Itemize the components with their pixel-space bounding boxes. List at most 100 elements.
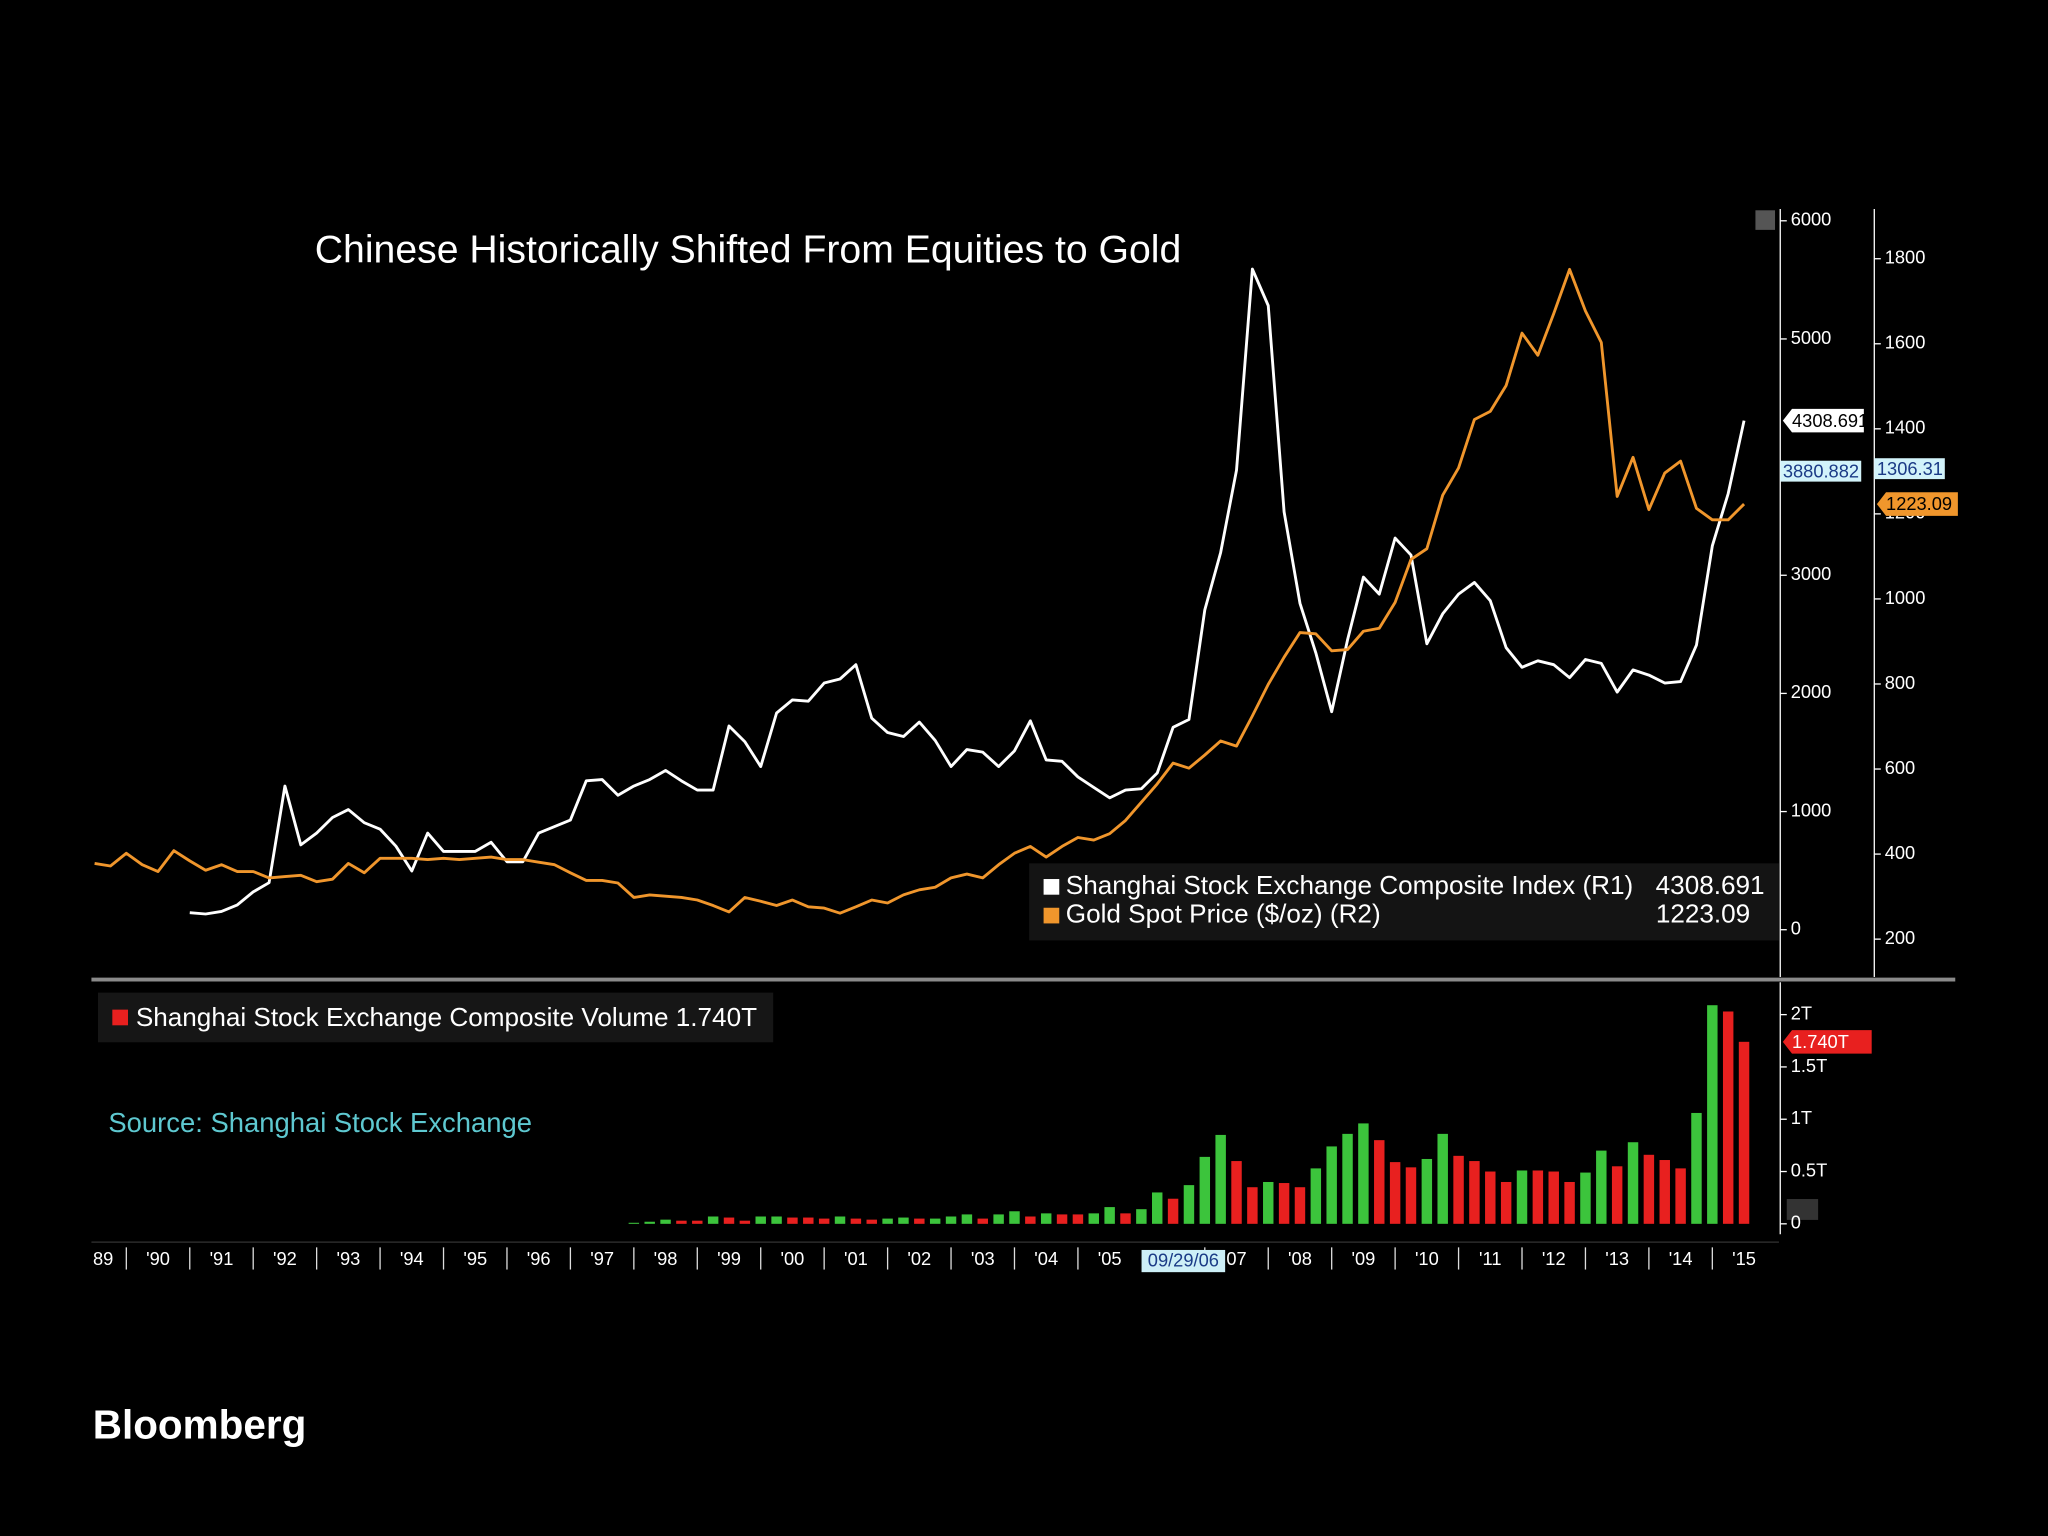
brand-logo: Bloomberg xyxy=(93,1401,307,1447)
volume-bar xyxy=(1469,1161,1480,1224)
volume-bar xyxy=(1231,1161,1242,1224)
x-tick-label: '99 xyxy=(717,1248,741,1269)
volume-bar xyxy=(818,1218,830,1224)
volume-bar xyxy=(1263,1181,1274,1224)
volume-bar xyxy=(1056,1214,1068,1224)
volume-bar xyxy=(1580,1172,1591,1224)
volume-y-tick-label: 1T xyxy=(1791,1107,1812,1128)
legend-name: Shanghai Stock Exchange Composite Volume xyxy=(136,1002,669,1032)
volume-bar xyxy=(1278,1183,1290,1224)
volume-y-tick-label: 0 xyxy=(1791,1212,1801,1233)
volume-bar xyxy=(1374,1140,1385,1224)
x-tick-label: '03 xyxy=(971,1248,995,1269)
lines-layer xyxy=(94,267,1746,916)
volume-bar xyxy=(755,1216,766,1224)
x-tick-label: 89 xyxy=(93,1248,113,1269)
volume-bar xyxy=(1564,1181,1575,1224)
volume-bar xyxy=(1025,1216,1036,1224)
x-tick-label: '15 xyxy=(1732,1248,1756,1269)
legend-box xyxy=(97,992,774,1043)
y-tick-label: 5000 xyxy=(1791,327,1832,348)
legend-value: 4308.691 xyxy=(1656,870,1765,900)
y2-tick-label: 200 xyxy=(1885,927,1915,948)
x-tick-label: '95 xyxy=(463,1248,487,1269)
y2-tick-label: 1800 xyxy=(1885,247,1926,268)
legend-label: Shanghai Stock Exchange Composite Volume… xyxy=(136,1002,757,1032)
marker-flag-box xyxy=(1874,458,1945,480)
volume-bar xyxy=(1500,1181,1512,1224)
volume-bar xyxy=(993,1214,1004,1224)
volume-bar xyxy=(1199,1156,1211,1224)
x-tick-label: '09 xyxy=(1351,1248,1375,1269)
legend-box xyxy=(1029,863,1779,941)
volume-bar xyxy=(771,1216,782,1224)
y2-tick-label: 1000 xyxy=(1885,587,1926,608)
last-volume-flag-box xyxy=(1782,1030,1872,1054)
x-tick-label: '05 xyxy=(1098,1248,1122,1269)
volume-bar xyxy=(1453,1155,1464,1224)
volume-bar xyxy=(1247,1187,1258,1224)
volume-bar xyxy=(628,1222,640,1224)
volume-bar xyxy=(929,1218,941,1224)
marker-flag: 3880.882 xyxy=(1783,460,1859,481)
source-note: Source: Shanghai Stock Exchange xyxy=(108,1107,532,1138)
volume-bar xyxy=(707,1216,719,1224)
x-tick-label: '08 xyxy=(1288,1248,1312,1269)
last-value-flag: 4308.691 xyxy=(1792,410,1868,431)
y-tick-label: 0 xyxy=(1791,918,1801,939)
y2-tick-label: 1400 xyxy=(1885,417,1926,438)
volume-bar xyxy=(898,1217,909,1224)
y2-tick-label: 600 xyxy=(1885,757,1915,778)
scroll-icon xyxy=(1755,210,1776,230)
volume-bar xyxy=(961,1214,973,1224)
volume-bar xyxy=(1691,1112,1702,1224)
x-tick-label: '91 xyxy=(210,1248,234,1269)
x-tick-label: '96 xyxy=(527,1248,551,1269)
legend-value: 1.740T xyxy=(676,1002,757,1032)
cursor-date-box xyxy=(1141,1249,1226,1273)
x-tick-label: '02 xyxy=(907,1248,931,1269)
legend-swatch xyxy=(1043,907,1060,924)
chart-title: Chinese Historically Shifted From Equiti… xyxy=(315,228,1182,271)
x-tick-label: '10 xyxy=(1415,1248,1439,1269)
y-tick-label: 3000 xyxy=(1791,563,1832,584)
last-value-flag: 1223.09 xyxy=(1886,493,1952,514)
last-value-flag-box xyxy=(1876,492,1958,516)
x-tick-label: 07 xyxy=(1226,1248,1246,1269)
y2-tick-label: 800 xyxy=(1885,672,1915,693)
marker-flag-box xyxy=(1780,460,1862,482)
volume-bar xyxy=(882,1218,893,1224)
volume-bar xyxy=(1072,1214,1084,1224)
volume-bar xyxy=(1421,1158,1433,1224)
last-value-flag-box xyxy=(1782,408,1864,433)
last-volume-flag: 1.740T xyxy=(1792,1031,1849,1052)
legend-swatch xyxy=(112,1009,128,1026)
volume-bar xyxy=(1516,1170,1528,1224)
volume-y-tick-label: 2T xyxy=(1791,1002,1812,1023)
volume-bar xyxy=(1294,1187,1306,1224)
x-tick-label: '97 xyxy=(590,1248,614,1269)
volume-bar xyxy=(1120,1213,1131,1224)
marker-flag: 1306.31 xyxy=(1877,458,1943,479)
volume-bar xyxy=(850,1218,862,1224)
volume-bar xyxy=(1437,1133,1448,1224)
volume-bar xyxy=(1643,1154,1655,1224)
volume-bar xyxy=(1548,1171,1559,1224)
volume-bar xyxy=(1722,1011,1734,1224)
cursor-date: 09/29/06 xyxy=(1148,1250,1219,1271)
x-tick-label: '90 xyxy=(146,1248,170,1269)
bars-layer xyxy=(628,1005,1750,1224)
y2-tick-label: 1600 xyxy=(1885,332,1926,353)
volume-bar xyxy=(1183,1185,1195,1224)
legend-swatch xyxy=(1043,879,1060,895)
volume-bar xyxy=(692,1220,703,1224)
x-tick-label: '00 xyxy=(781,1248,805,1269)
volume-bar xyxy=(1358,1123,1369,1224)
volume-bar xyxy=(739,1220,751,1224)
x-tick-label: '93 xyxy=(336,1248,360,1269)
volume-bar xyxy=(676,1220,687,1224)
series-line xyxy=(189,267,1746,916)
volume-bar xyxy=(1389,1162,1401,1224)
volume-bar xyxy=(723,1217,735,1224)
